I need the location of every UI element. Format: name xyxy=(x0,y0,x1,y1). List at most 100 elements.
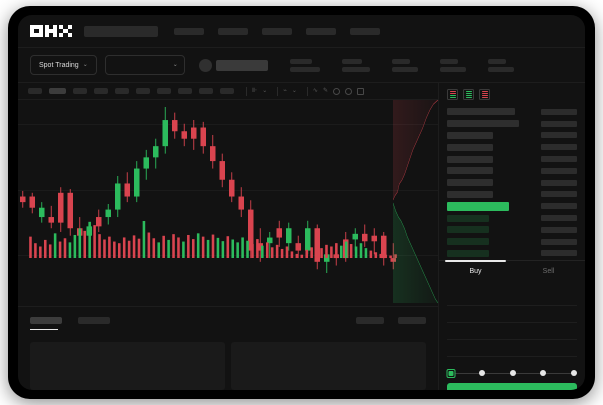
okx-logo-x xyxy=(59,24,72,38)
depth-chart-overlay xyxy=(393,100,438,304)
orderbook-amount xyxy=(541,179,577,186)
nav-item-1[interactable] xyxy=(174,27,204,35)
trading-pair-select[interactable]: ⌄ xyxy=(104,55,185,75)
percent-slider-stop-100[interactable] xyxy=(571,370,577,376)
orderbook-price xyxy=(447,238,489,246)
orderbook-ask-row[interactable] xyxy=(447,130,577,142)
stat-value xyxy=(391,66,418,72)
timeframe-8[interactable] xyxy=(178,88,192,94)
orderbook-ask-row[interactable] xyxy=(447,165,577,177)
orderbook-price xyxy=(447,190,493,198)
settings-icon[interactable] xyxy=(344,87,352,95)
orderbook-ask-row[interactable] xyxy=(447,141,577,153)
search-input[interactable] xyxy=(84,25,158,37)
timeframe-5[interactable] xyxy=(115,88,129,94)
chart-type-icon[interactable]: ⊪ xyxy=(252,88,258,94)
orderbook-price xyxy=(447,179,493,187)
percent-slider-stop-50[interactable] xyxy=(509,370,516,376)
chart-type-chevron-icon[interactable]: ⌄ xyxy=(262,88,268,94)
pencil-icon[interactable]: ✎ xyxy=(322,88,328,94)
bottom-panel-right[interactable] xyxy=(231,342,426,390)
camera-icon[interactable] xyxy=(332,87,340,95)
last-price-value xyxy=(447,201,509,211)
stat-label xyxy=(487,58,506,64)
stat-value xyxy=(487,66,514,72)
orderbook-amount xyxy=(541,191,577,198)
orderbook-ask-row[interactable] xyxy=(447,189,577,201)
pair-coin-avatar xyxy=(198,58,212,72)
orderbook-mode-asks-icon[interactable] xyxy=(479,89,490,100)
fullscreen-icon[interactable] xyxy=(356,87,364,95)
toolbar-divider xyxy=(246,86,247,96)
orderbook-mode-bids-icon[interactable] xyxy=(463,89,474,100)
trendline-icon[interactable]: ∿ xyxy=(312,88,318,94)
chevron-down-icon: ⌄ xyxy=(82,62,88,68)
timeframe-7[interactable] xyxy=(157,88,171,94)
order-book[interactable] xyxy=(439,106,585,259)
indicators-chevron-icon[interactable]: ⌄ xyxy=(291,88,297,94)
spot-trading-dropdown[interactable]: Spot Trading ⌄ xyxy=(30,55,97,75)
percent-slider-stop-75[interactable] xyxy=(540,370,547,376)
timeframe-10[interactable] xyxy=(220,88,234,94)
nav-item-4[interactable] xyxy=(306,27,336,35)
timeframe-9[interactable] xyxy=(199,88,213,94)
percent-slider-stop-25[interactable] xyxy=(478,370,485,376)
orderbook-ask-row[interactable] xyxy=(447,153,577,165)
stat-low xyxy=(439,58,466,72)
orderbook-amount xyxy=(541,144,577,151)
price-field[interactable] xyxy=(447,306,577,323)
bottom-tab-filter[interactable] xyxy=(356,317,384,324)
bottom-tab-order-history[interactable] xyxy=(78,317,110,324)
amount-field[interactable] xyxy=(447,323,577,340)
sell-tab[interactable]: Sell xyxy=(542,268,555,275)
price-chart[interactable] xyxy=(18,100,438,306)
indicators-icon[interactable]: ⌁ xyxy=(283,88,287,94)
orderbook-price xyxy=(447,167,493,175)
orderbook-price xyxy=(447,249,489,257)
spot-trading-label: Spot Trading xyxy=(39,61,79,69)
stat-change xyxy=(341,58,370,72)
percent-slider-handle[interactable] xyxy=(446,368,456,378)
orderbook-bid-row[interactable] xyxy=(447,224,577,236)
orders-panels xyxy=(18,334,438,390)
stat-high xyxy=(391,58,418,72)
nav-item-2[interactable] xyxy=(218,27,248,35)
stat-last-price xyxy=(289,58,320,72)
orderbook-bid-row[interactable] xyxy=(447,212,577,224)
timeframe-3[interactable] xyxy=(73,88,87,94)
orderbook-last-price-row xyxy=(447,200,577,212)
candlestick-series xyxy=(19,107,397,273)
bottom-tab-open-orders[interactable] xyxy=(30,317,62,330)
orderbook-mode-both-icon[interactable] xyxy=(447,89,458,100)
orderbook-ask-row[interactable] xyxy=(447,177,577,189)
orderbook-price xyxy=(447,143,493,151)
orderbook-bid-row[interactable] xyxy=(447,236,577,248)
nav-item-3[interactable] xyxy=(262,27,292,35)
timeframe-1[interactable] xyxy=(28,88,42,94)
percent-slider[interactable] xyxy=(446,365,577,383)
orders-tabs xyxy=(18,306,438,334)
buy-tab[interactable]: Buy xyxy=(439,260,512,281)
bottom-panel-left[interactable] xyxy=(30,342,225,390)
orderbook-amount xyxy=(541,132,577,139)
orderbook-bid-row[interactable] xyxy=(447,248,577,260)
orderbook-price xyxy=(447,226,489,234)
order-type-field[interactable] xyxy=(447,289,577,306)
tab-label xyxy=(30,317,62,324)
stat-value xyxy=(439,66,466,72)
device-frame: Spot Trading ⌄ ⌄ xyxy=(8,6,595,399)
top-navigation-bar xyxy=(18,15,585,48)
nav-item-5[interactable] xyxy=(350,27,380,35)
total-field[interactable] xyxy=(447,340,577,357)
bottom-tab-hide-other-pairs[interactable] xyxy=(398,317,426,324)
app-screen: Spot Trading ⌄ ⌄ xyxy=(18,15,585,390)
timeframe-6[interactable] xyxy=(136,88,150,94)
tab-label xyxy=(78,317,110,324)
orderbook-amount xyxy=(541,226,577,233)
timeframe-2[interactable] xyxy=(49,88,66,94)
okx-logo[interactable] xyxy=(30,24,72,38)
toolbar-divider xyxy=(277,86,279,96)
timeframe-4[interactable] xyxy=(94,88,108,94)
buy-submit-button[interactable] xyxy=(447,383,577,390)
orderbook-ask-row[interactable] xyxy=(447,118,577,130)
